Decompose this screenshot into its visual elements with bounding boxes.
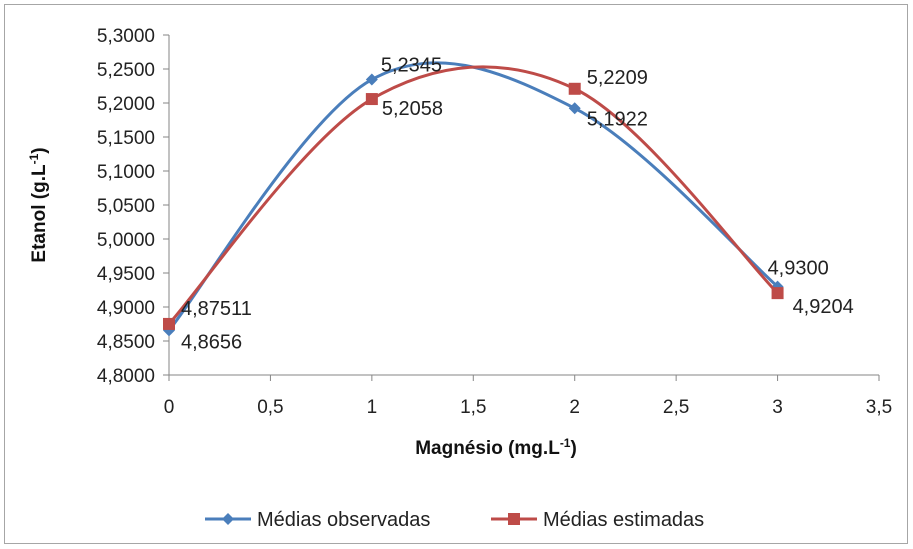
data-label: 5,2058 xyxy=(382,98,443,120)
data-label: 5,2209 xyxy=(587,67,648,89)
legend-label-2: Médias estimadas xyxy=(543,509,704,531)
y-tick-label: 5,0000 xyxy=(97,230,155,251)
series-2-point xyxy=(365,93,378,106)
x-tick-label: 3 xyxy=(772,397,783,418)
data-label: 5,2345 xyxy=(381,55,442,77)
data-labels: 4,8656 5,2345 5,1922 4,9300 4,87511 5,2058 5,2… xyxy=(181,55,854,354)
chart-svg: 4,8000 4,8500 4,9000 4,9500 5,0000 5,0500 5,10… xyxy=(27,26,892,531)
y-tick-label: 5,0500 xyxy=(97,196,155,217)
y-tick-label: 5,1000 xyxy=(97,162,155,183)
legend-label-1: Médias observadas xyxy=(257,509,430,531)
y-tick-label: 5,1500 xyxy=(97,128,155,149)
series-2-point xyxy=(163,317,175,330)
series-line-2 xyxy=(167,65,779,325)
y-tick-label: 5,2500 xyxy=(97,60,155,81)
x-tick-label: 1,5 xyxy=(460,397,486,418)
x-axis: 0 0,5 1 1,5 2 2,5 3 3,5 xyxy=(164,374,892,418)
x-tick-label: 2 xyxy=(569,397,580,418)
data-label: 4,87511 xyxy=(181,298,252,320)
y-tick-label: 4,8500 xyxy=(97,332,155,353)
y-tick-label: 4,9500 xyxy=(97,264,155,285)
y-tick-label: 4,9000 xyxy=(97,298,155,319)
y-tick-label: 4,8000 xyxy=(97,366,155,387)
series-1-point xyxy=(568,102,581,115)
series-layer xyxy=(163,61,784,337)
series-1-point xyxy=(365,73,378,86)
legend-marker-2 xyxy=(508,513,520,525)
y-tick-label: 5,3000 xyxy=(97,26,155,47)
series-2-point xyxy=(568,82,581,95)
legend: Médias observadas Médias estimadas xyxy=(205,509,704,531)
legend-marker-1 xyxy=(222,513,234,525)
x-tick-label: 0 xyxy=(164,397,175,418)
x-tick-label: 3,5 xyxy=(866,397,892,418)
y-tick-label: 5,2000 xyxy=(97,94,155,115)
series-line-1 xyxy=(167,61,779,332)
x-tick-label: 2,5 xyxy=(663,397,689,418)
x-tick-label: 0,5 xyxy=(257,397,283,418)
series-2-point xyxy=(771,287,784,300)
x-tick-label: 1 xyxy=(367,397,378,418)
data-label: 5,1922 xyxy=(587,108,648,130)
data-label: 4,8656 xyxy=(181,331,242,353)
x-axis-title: Magnésio (mg.L-1) xyxy=(415,436,577,459)
data-label: 4,9300 xyxy=(768,258,829,280)
data-label: 4,9204 xyxy=(793,296,854,318)
y-axis-title: Etanol (g.L-1) xyxy=(27,147,50,262)
y-axis: 4,8000 4,8500 4,9000 4,9500 5,0000 5,0500 5,10… xyxy=(97,26,170,387)
chart-frame: 4,8000 4,8500 4,9000 4,9500 5,0000 5,0500 5,10… xyxy=(4,4,908,544)
